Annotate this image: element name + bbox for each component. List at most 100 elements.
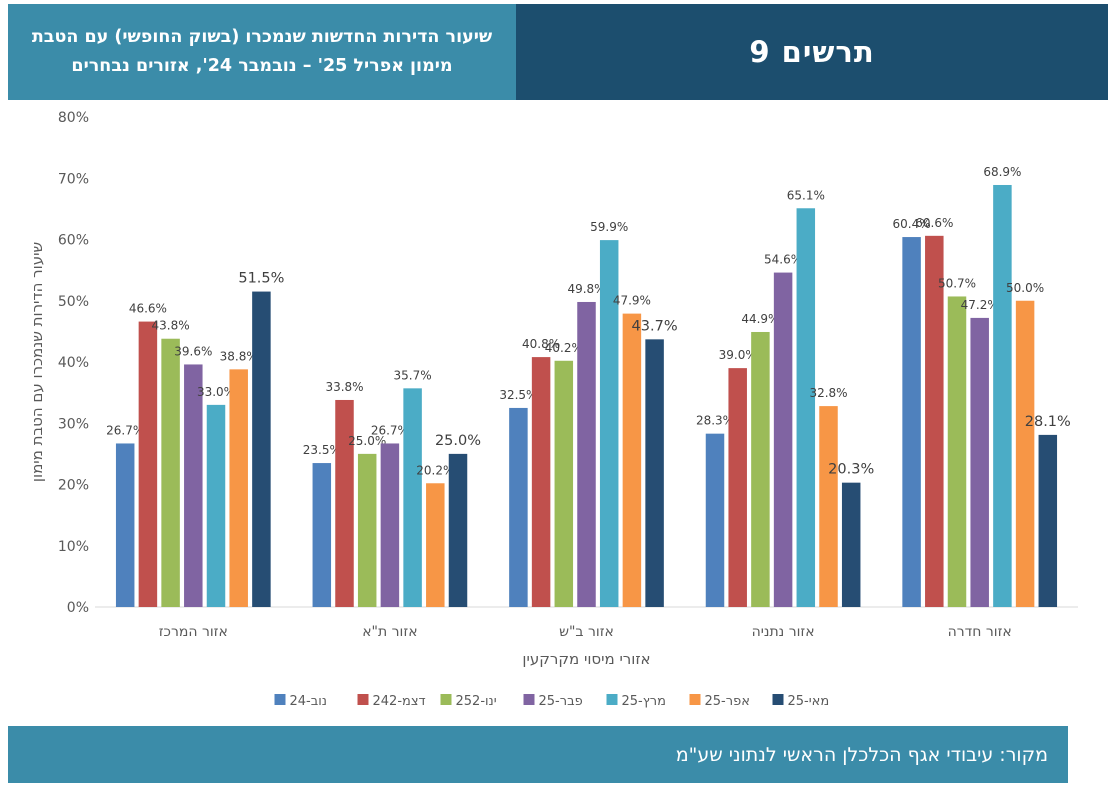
data-label: 59.9% xyxy=(590,220,628,234)
data-label: 49.8% xyxy=(567,282,605,296)
data-label: 65.1% xyxy=(787,188,825,202)
bar xyxy=(705,433,725,607)
legend-label: נוב-24 xyxy=(290,694,328,709)
bar xyxy=(531,357,551,607)
y-tick-label: 30% xyxy=(58,416,89,432)
data-label: 68.9% xyxy=(983,165,1021,179)
data-label: 50.7% xyxy=(938,276,976,290)
bar xyxy=(229,369,248,607)
source-footer: מקור: עיבודי אגף הכלכלן הראשי לנתוני שע"… xyxy=(8,726,1068,783)
legend-label: ינו-252 xyxy=(456,694,497,709)
chart-title: שיעור הדירות החדשות שנמכרו (בשוק החופשי)… xyxy=(31,27,493,76)
bar xyxy=(947,296,967,607)
data-label: 46.6% xyxy=(129,302,167,316)
x-tick-label: אזור ת"א xyxy=(362,624,417,640)
bar xyxy=(115,443,135,607)
bar-chart: 0% 10% 20% 30% 40% 50% 60% 70% 80% 26.7% 46.6% 43.8… xyxy=(28,110,1078,709)
data-label: 39.6% xyxy=(174,344,212,358)
y-tick-label: 40% xyxy=(58,355,89,371)
legend-label: דצמ-242 xyxy=(373,694,426,709)
bar xyxy=(335,399,354,607)
legend-swatch xyxy=(357,694,369,705)
data-label: 25.0% xyxy=(348,434,386,448)
x-tick-label: אזור ב"ש xyxy=(559,624,614,640)
legend-swatch xyxy=(606,694,618,705)
bar xyxy=(426,483,445,607)
data-label: 43.7% xyxy=(632,318,678,334)
data-label: 32.8% xyxy=(809,386,847,400)
bar xyxy=(841,482,861,607)
bar xyxy=(138,321,158,607)
legend-swatch xyxy=(523,694,535,705)
bar xyxy=(403,388,422,607)
data-label: 40.8% xyxy=(522,337,560,351)
x-tick-label: אזור חדרה xyxy=(948,624,1012,640)
bar xyxy=(448,453,468,607)
bar xyxy=(577,301,596,607)
bar xyxy=(184,364,203,607)
data-label: 54.6% xyxy=(764,253,802,267)
data-label: 26.7% xyxy=(371,423,409,437)
bar xyxy=(751,331,770,607)
chart-title-box: שיעור הדירות החדשות שנמכרו (בשוק החופשי)… xyxy=(8,4,516,100)
y-tick-label: 70% xyxy=(58,171,89,187)
bar xyxy=(902,237,921,608)
bar xyxy=(925,235,944,607)
y-tick-label: 10% xyxy=(58,539,89,555)
y-tick-label: 50% xyxy=(58,294,89,310)
data-label: 38.8% xyxy=(220,349,258,363)
bar xyxy=(970,317,989,607)
legend-swatch xyxy=(274,694,286,705)
bar xyxy=(1015,300,1035,607)
y-tick-label: 20% xyxy=(58,478,89,494)
bar xyxy=(622,313,642,607)
data-label: 35.7% xyxy=(394,368,432,382)
legend-swatch xyxy=(772,694,784,705)
data-label: 32.5% xyxy=(499,388,537,402)
data-label: 33.8% xyxy=(325,380,363,394)
data-label: 50.0% xyxy=(1006,281,1044,295)
bar xyxy=(206,404,226,607)
legend-swatch xyxy=(689,694,701,705)
figure-label: תרשים 9 xyxy=(749,35,875,69)
legend-label: פבר-25 xyxy=(539,694,583,709)
legend-label: מרץ-25 xyxy=(622,694,666,709)
data-label: 25.0% xyxy=(435,433,481,449)
y-tick-label: 0% xyxy=(67,600,89,616)
bar xyxy=(357,453,377,607)
bar xyxy=(161,338,180,607)
data-label: 43.8% xyxy=(152,319,190,333)
x-tick-label: אזור נתניה xyxy=(752,624,815,640)
y-tick-label: 80% xyxy=(58,110,89,126)
data-label: 28.3% xyxy=(696,414,734,428)
data-label: 60.4% xyxy=(893,217,931,231)
data-label: 51.5% xyxy=(238,271,284,287)
y-axis-title: שיעור הדירות שנמכרו עם הטבת מימון xyxy=(28,242,46,482)
bar xyxy=(993,184,1012,608)
bar xyxy=(1038,434,1058,607)
bar xyxy=(645,339,664,607)
data-label: 28.1% xyxy=(1025,414,1071,430)
legend-swatch xyxy=(440,694,452,705)
y-tick-label: 60% xyxy=(58,233,89,249)
data-label: 40.2% xyxy=(545,341,583,355)
figure-label-box: תרשים 9 xyxy=(516,4,1108,100)
data-label: 44.9% xyxy=(741,312,779,326)
x-tick-label: אזור המרכז xyxy=(159,624,228,640)
bar xyxy=(773,272,793,607)
data-label: 47.2% xyxy=(961,298,999,312)
bar xyxy=(252,291,271,607)
bar xyxy=(380,443,400,607)
bar xyxy=(554,360,574,607)
legend-label: אפר-25 xyxy=(705,694,750,709)
data-label: 26.7% xyxy=(106,423,144,437)
data-label: 60.6% xyxy=(915,216,953,230)
data-label: 47.9% xyxy=(613,294,651,308)
bar xyxy=(312,463,332,607)
source-text: מקור: עיבודי אגף הכלכלן הראשי לנתוני שע"… xyxy=(675,743,1048,766)
bar xyxy=(796,208,816,607)
x-axis-title: אזורי מיסוי מקרקעין xyxy=(522,650,650,668)
bar xyxy=(599,240,619,608)
bar xyxy=(819,406,838,607)
bar xyxy=(509,407,528,607)
